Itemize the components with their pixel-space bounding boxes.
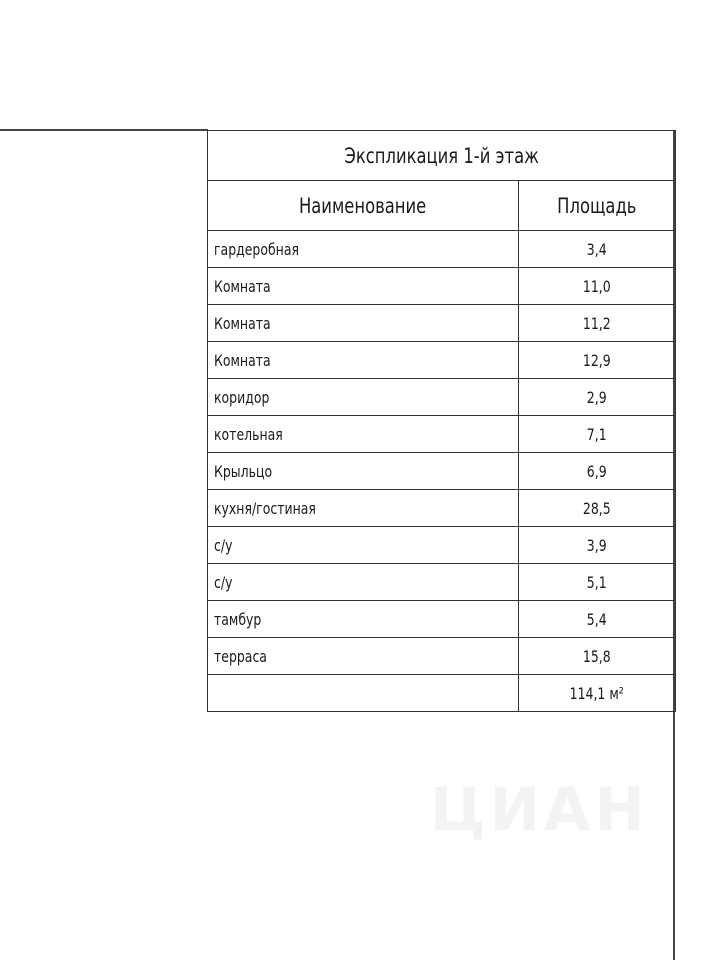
room-name: Крыльцо: [207, 452, 519, 490]
column-header-name: Наименование: [207, 180, 519, 231]
column-header-area: Площадь: [518, 180, 676, 231]
explication-table: Экспликация 1-й этаж Наименование Площад…: [207, 130, 676, 712]
room-name: тамбур: [207, 600, 519, 638]
table-row: Крыльцо 6,9: [207, 452, 676, 490]
room-name: с/у: [207, 563, 519, 601]
room-name: коридор: [207, 378, 519, 416]
room-area: 5,4: [518, 600, 676, 638]
room-name: с/у: [207, 526, 519, 564]
table-row: тамбур 5,4: [207, 600, 676, 638]
table-row: с/у 5,1: [207, 563, 676, 601]
room-area: 28,5: [518, 489, 676, 527]
room-area: 12,9: [518, 341, 676, 379]
room-area: 6,9: [518, 452, 676, 490]
room-area: 3,9: [518, 526, 676, 564]
table-row: Комната 11,2: [207, 304, 676, 342]
room-area: 15,8: [518, 637, 676, 675]
room-name: гардеробная: [207, 230, 519, 268]
room-name: терраса: [207, 637, 519, 675]
watermark-logo: ЦИАН: [430, 775, 649, 845]
room-name: Комната: [207, 267, 519, 305]
table-row: кухня/гостиная 28,5: [207, 489, 676, 527]
drawing-frame-line: [0, 129, 208, 131]
room-name: кухня/гостиная: [207, 489, 519, 527]
room-area: 7,1: [518, 415, 676, 453]
table-row: Комната 11,0: [207, 267, 676, 305]
table-row: Комната 12,9: [207, 341, 676, 379]
total-label-cell: [207, 674, 519, 712]
room-area: 11,0: [518, 267, 676, 305]
total-row: 114,1 м²: [207, 674, 676, 712]
table-row: с/у 3,9: [207, 526, 676, 564]
room-name: котельная: [207, 415, 519, 453]
total-area: 114,1 м²: [518, 674, 676, 712]
table-row: котельная 7,1: [207, 415, 676, 453]
table-title: Экспликация 1-й этаж: [207, 130, 676, 181]
room-area: 3,4: [518, 230, 676, 268]
room-area: 2,9: [518, 378, 676, 416]
room-name: Комната: [207, 304, 519, 342]
table-row: коридор 2,9: [207, 378, 676, 416]
table-row: гардеробная 3,4: [207, 230, 676, 268]
table-row: терраса 15,8: [207, 637, 676, 675]
room-area: 11,2: [518, 304, 676, 342]
room-name: Комната: [207, 341, 519, 379]
room-area: 5,1: [518, 563, 676, 601]
